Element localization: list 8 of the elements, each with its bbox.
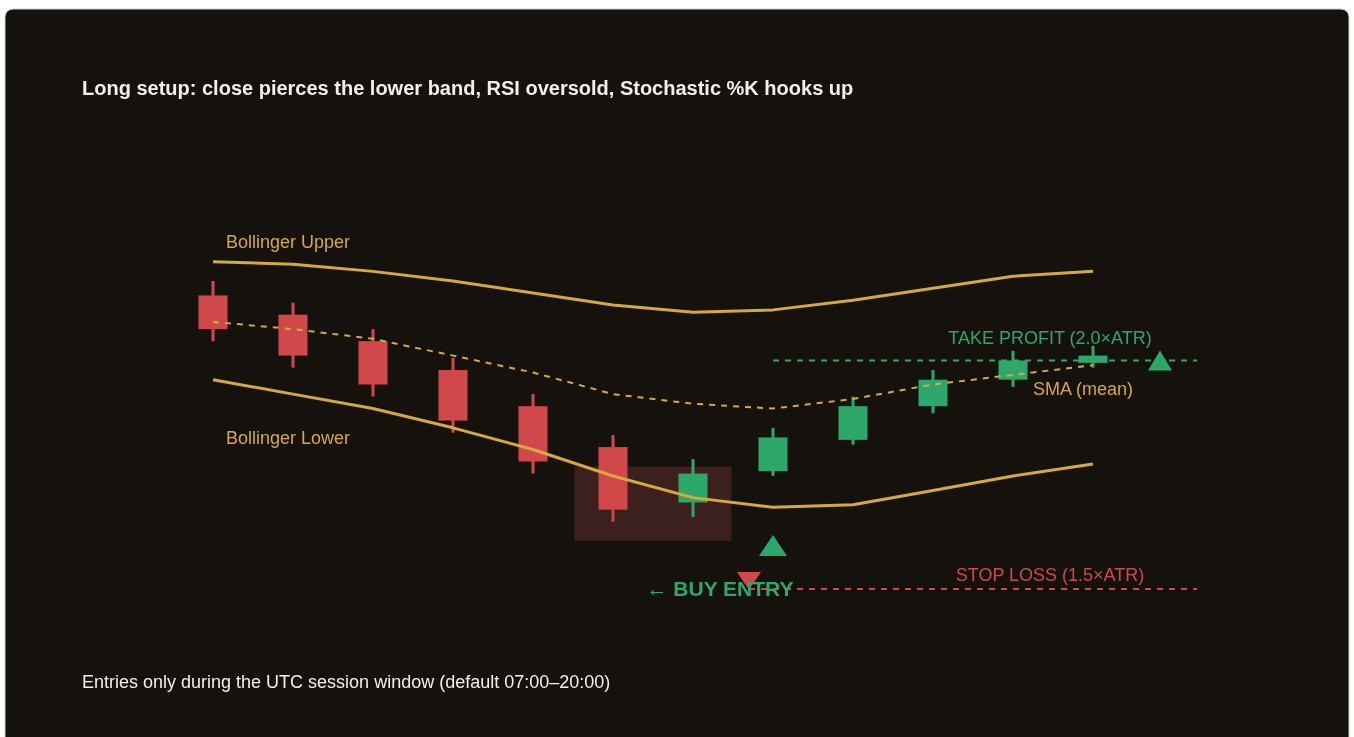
chart-title: Long setup: close pierces the lower band, RSI oversold, Stochastic %K hooks up bbox=[82, 77, 854, 99]
ref-line-label: TAKE PROFIT (2.0×ATR) bbox=[948, 328, 1152, 349]
ref-line-label: STOP LOSS (1.5×ATR) bbox=[955, 565, 1145, 586]
text: ← BUY ENTRY bbox=[646, 577, 794, 601]
text: Entries only during the UTC session window (default 07:00–20:00) bbox=[82, 672, 611, 692]
series-label: SMA (mean) bbox=[1032, 379, 1133, 400]
series-label: Bollinger Upper bbox=[226, 231, 351, 252]
series-label: Bollinger Lower bbox=[226, 427, 351, 448]
